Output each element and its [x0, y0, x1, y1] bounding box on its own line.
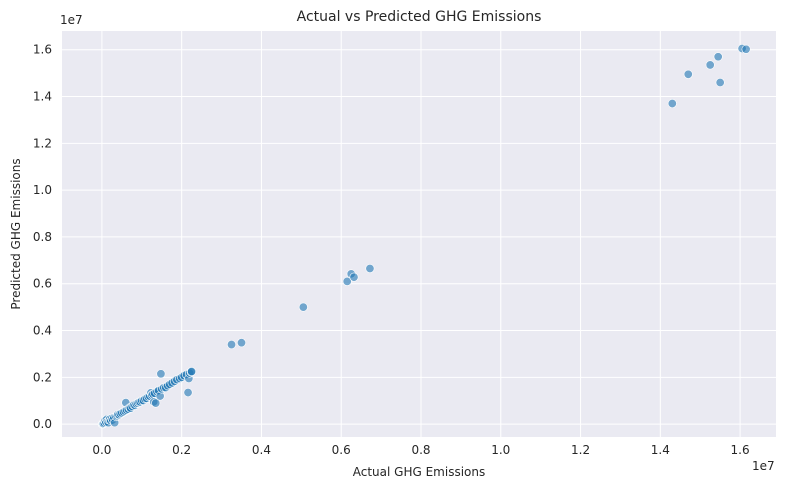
data-points — [97, 44, 751, 429]
x-tick-labels: 0.0 0.2 0.4 0.6 0.8 1.0 1.2 1.4 1.6 — [92, 443, 749, 457]
y-axis-title: Predicted GHG Emissions — [9, 158, 23, 309]
y-axis-offset-label: 1e7 — [60, 13, 83, 27]
data-point — [715, 77, 725, 87]
data-point — [741, 44, 751, 54]
y-tick-label: 1.2 — [33, 136, 52, 150]
chart-title: Actual vs Predicted GHG Emissions — [297, 9, 542, 25]
y-tick-label: 0.2 — [33, 370, 52, 384]
plot-background — [62, 31, 776, 437]
y-tick-label: 1.6 — [33, 43, 52, 57]
y-tick-label: 0.6 — [33, 277, 52, 291]
data-point — [298, 302, 308, 312]
x-tick-label: 0.0 — [92, 443, 111, 457]
data-point — [342, 276, 352, 286]
y-tick-label: 0.0 — [33, 417, 52, 431]
data-point — [349, 272, 359, 282]
x-tick-label: 0.8 — [411, 443, 430, 457]
x-tick-label: 1.2 — [571, 443, 590, 457]
data-point — [667, 99, 677, 109]
y-tick-label: 0.4 — [33, 324, 52, 338]
x-tick-label: 0.2 — [172, 443, 191, 457]
x-tick-label: 0.4 — [252, 443, 271, 457]
x-axis-title: Actual GHG Emissions — [353, 465, 486, 479]
x-tick-label: 0.6 — [332, 443, 351, 457]
x-tick-label: 1.6 — [731, 443, 750, 457]
data-point — [183, 388, 193, 398]
data-point — [227, 340, 237, 350]
y-tick-label: 1.4 — [33, 90, 52, 104]
data-point — [365, 264, 375, 274]
data-point — [156, 369, 166, 379]
x-axis-offset-label: 1e7 — [752, 459, 775, 473]
y-tick-label: 1.0 — [33, 183, 52, 197]
data-point — [151, 398, 161, 408]
y-tick-label: 0.8 — [33, 230, 52, 244]
y-tick-labels: 0.0 0.2 0.4 0.6 0.8 1.0 1.2 1.4 1.6 — [33, 43, 52, 431]
data-point — [713, 52, 723, 62]
data-point — [705, 60, 715, 70]
data-point — [236, 338, 246, 348]
x-tick-label: 1.0 — [491, 443, 510, 457]
x-tick-label: 1.4 — [651, 443, 670, 457]
data-point — [187, 366, 197, 376]
data-point — [683, 69, 693, 79]
